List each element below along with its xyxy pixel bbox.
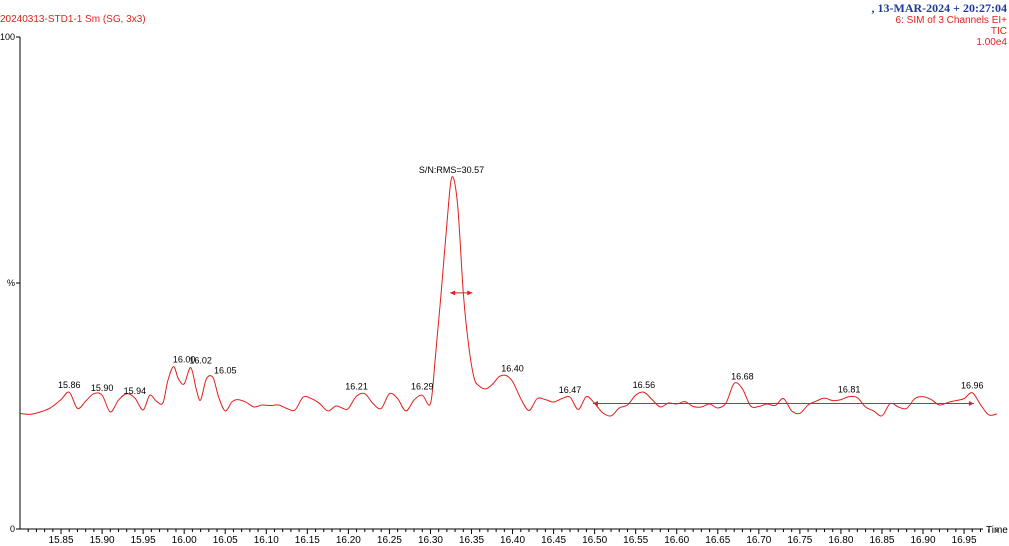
noise-region-marker bbox=[593, 401, 974, 407]
x-tick-label: 16.20 bbox=[336, 535, 361, 546]
noise-region-marker-arrow-left bbox=[593, 401, 599, 407]
x-tick-label: 16.45 bbox=[541, 535, 566, 546]
x-tick-label: 16.70 bbox=[746, 535, 771, 546]
peak-label: 16.05 bbox=[214, 365, 237, 375]
x-tick-label: 16.55 bbox=[623, 535, 648, 546]
sn-annotation: S/N:RMS=30.57 bbox=[419, 165, 484, 175]
x-tick-label: 16.60 bbox=[664, 535, 689, 546]
chromatogram-trace bbox=[19, 176, 998, 417]
sample-name: 20240313-STD1-1 Sm (SG, 3x3) bbox=[0, 14, 146, 25]
x-tick-label: 16.40 bbox=[500, 535, 525, 546]
peak-label: 16.96 bbox=[961, 381, 984, 391]
acquisition-datetime: , 13-MAR-2024 + 20:27:04 bbox=[871, 1, 1007, 15]
peak-label: 16.02 bbox=[189, 356, 212, 366]
y-tick-label: 100 bbox=[0, 32, 15, 42]
peak-label: 15.90 bbox=[91, 383, 114, 393]
x-tick-label: 16.65 bbox=[705, 535, 730, 546]
peak-label: 16.56 bbox=[633, 380, 656, 390]
trace-type: TIC bbox=[990, 26, 1007, 37]
peak-width-marker-arrow-left bbox=[450, 290, 456, 296]
peak-label: 16.40 bbox=[501, 363, 524, 373]
x-tick-label: 16.90 bbox=[910, 535, 935, 546]
x-tick-label: 16.85 bbox=[869, 535, 894, 546]
peak-width-marker bbox=[450, 290, 473, 296]
x-tick-label: 15.85 bbox=[49, 535, 74, 546]
noise-region-marker-arrow-right bbox=[968, 401, 974, 407]
x-tick-label: 16.10 bbox=[254, 535, 279, 546]
peak-label: 16.47 bbox=[559, 385, 582, 395]
x-tick-label: 16.15 bbox=[295, 535, 320, 546]
peak-label: 15.86 bbox=[58, 380, 81, 390]
channel-description: 6: SIM of 3 Channels EI+ bbox=[895, 15, 1007, 26]
peak-width-marker-arrow-right bbox=[467, 290, 473, 296]
x-tick-label: 16.75 bbox=[787, 535, 812, 546]
x-tick-label: 16.25 bbox=[377, 535, 402, 546]
axes-layer: 0% 100 15.85 15.90 15.95 16.00 16.05 16.10 16.15… bbox=[0, 32, 1008, 546]
x-tick-label: 16.30 bbox=[418, 535, 443, 546]
x-tick-label: 16.80 bbox=[828, 535, 853, 546]
x-axis-title: Time bbox=[986, 525, 1008, 536]
y-tick-label: 0 bbox=[10, 524, 15, 534]
y-tick-label: % bbox=[7, 278, 15, 288]
x-tick-label: 16.05 bbox=[213, 535, 238, 546]
peak-label: 16.29 bbox=[411, 382, 434, 392]
x-tick-label: 15.90 bbox=[90, 535, 115, 546]
x-tick-label: 16.50 bbox=[582, 535, 607, 546]
peak-label: 16.00 bbox=[173, 355, 196, 365]
peak-label: 16.68 bbox=[731, 371, 754, 381]
peak-label: 16.21 bbox=[345, 382, 368, 392]
x-tick-label: 16.35 bbox=[459, 535, 484, 546]
peak-label: 16.81 bbox=[838, 385, 861, 395]
intensity-scale: 1.00e4 bbox=[976, 37, 1007, 48]
x-tick-label: 16.95 bbox=[952, 535, 977, 546]
x-tick-label: 16.00 bbox=[172, 535, 197, 546]
x-tick-label: 15.95 bbox=[131, 535, 156, 546]
peak-label: 15.94 bbox=[124, 386, 147, 396]
